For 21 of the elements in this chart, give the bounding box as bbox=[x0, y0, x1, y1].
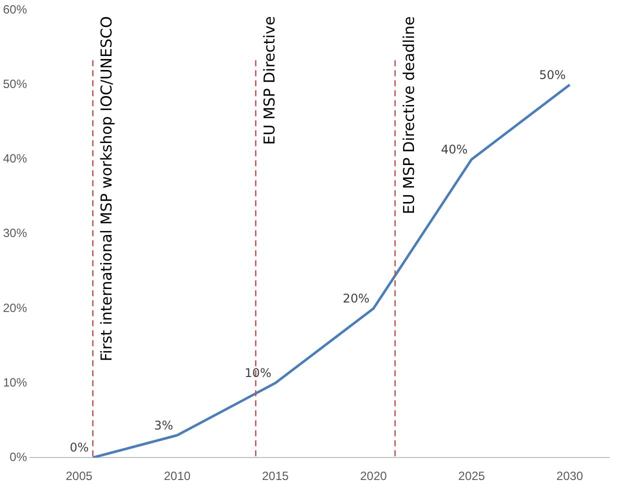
data-label: 3% bbox=[154, 418, 174, 432]
ref-line-label: EU MSP Directive deadline bbox=[400, 16, 418, 214]
y-tick-label: 40% bbox=[2, 152, 28, 166]
y-tick-label: 50% bbox=[2, 77, 28, 92]
x-tick-label: 2030 bbox=[556, 469, 584, 484]
x-tick-label: 2015 bbox=[262, 469, 290, 484]
y-tick-label: 30% bbox=[2, 226, 28, 240]
x-tick-label: 2025 bbox=[458, 469, 486, 484]
data-label: 0% bbox=[70, 440, 89, 455]
x-tick-label: 2005 bbox=[66, 469, 93, 484]
y-tick-label: 10% bbox=[2, 375, 28, 390]
data-label: 40% bbox=[440, 142, 468, 156]
data-label: 20% bbox=[342, 292, 370, 306]
y-tick-label: 60% bbox=[2, 2, 28, 17]
ref-line-label: EU MSP Directive bbox=[260, 16, 279, 145]
y-tick-label: 0% bbox=[10, 450, 28, 464]
x-tick-label: 2020 bbox=[360, 469, 388, 484]
x-tick-label: 2010 bbox=[164, 469, 191, 484]
ref-line-label: First international MSP workshop IOC/UNESCO bbox=[98, 16, 116, 362]
data-label: 50% bbox=[539, 68, 566, 82]
y-tick-label: 20% bbox=[2, 300, 28, 315]
